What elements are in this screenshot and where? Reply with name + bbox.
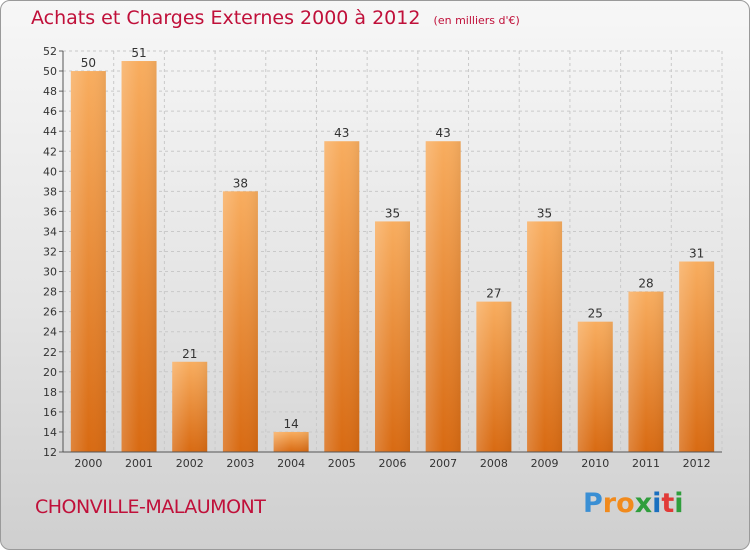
x-tick-label: 2001 xyxy=(125,457,153,470)
x-tick-label: 2008 xyxy=(480,457,508,470)
logo-letter: i xyxy=(652,488,662,519)
bars: 50 51 21 38 14 43 35 43 27 35 25 28 31 xyxy=(70,46,715,453)
y-tick-label: 42 xyxy=(43,145,57,158)
y-tick-label: 48 xyxy=(43,85,57,98)
x-tick-label: 2009 xyxy=(531,457,559,470)
bar-shade xyxy=(70,71,106,453)
bar-value-label: 27 xyxy=(486,287,501,301)
x-tick-label: 2006 xyxy=(379,457,407,470)
x-tick-label: 2010 xyxy=(581,457,609,470)
y-tick-label: 44 xyxy=(43,125,57,138)
bar-value-label: 25 xyxy=(588,307,603,321)
bar-shade xyxy=(628,291,664,452)
y-tick-label: 32 xyxy=(43,246,57,259)
bar-shade xyxy=(425,141,461,452)
y-tick-label: 30 xyxy=(43,266,57,279)
bar-shade xyxy=(172,361,208,452)
bar-value-label: 38 xyxy=(233,176,248,190)
logo-letter: r xyxy=(602,488,617,519)
y-tick-label: 28 xyxy=(43,286,57,299)
x-tick-label: 2004 xyxy=(277,457,305,470)
bar-shade xyxy=(679,261,715,452)
y-tick-label: 26 xyxy=(43,306,57,319)
chart-title-text: Achats et Charges Externes 2000 à 2012 xyxy=(31,7,421,29)
y-tick-label: 38 xyxy=(43,185,57,198)
x-tick-label: 2005 xyxy=(328,457,356,470)
y-tick-label: 16 xyxy=(43,406,57,419)
logo-letter: x xyxy=(634,488,653,519)
bar-value-label: 35 xyxy=(537,206,552,220)
y-tick-label: 46 xyxy=(43,105,57,118)
bar-value-label: 50 xyxy=(81,56,96,70)
logo-letter: t xyxy=(661,488,675,519)
x-tick-label: 2002 xyxy=(176,457,204,470)
bar-shade xyxy=(222,191,258,452)
y-tick-label: 12 xyxy=(43,446,57,459)
chart-title: Achats et Charges Externes 2000 à 2012 (… xyxy=(31,7,520,29)
y-tick-label: 20 xyxy=(43,366,57,379)
city-name: CHONVILLE-MALAUMONT xyxy=(35,496,266,518)
y-tick-label: 52 xyxy=(43,45,57,58)
x-tick-label: 2000 xyxy=(74,457,102,470)
y-tick-label: 40 xyxy=(43,165,57,178)
logo-letter: i xyxy=(674,488,684,519)
bar-shade xyxy=(324,141,360,452)
bar-shade xyxy=(476,301,512,452)
chart-unit-text: (en milliers d'€) xyxy=(433,14,520,27)
bar-value-label: 43 xyxy=(436,126,451,140)
y-tick-label: 14 xyxy=(43,426,57,439)
y-tick-label: 22 xyxy=(43,346,57,359)
x-tick-label: 2012 xyxy=(683,457,711,470)
y-tick-label: 18 xyxy=(43,386,57,399)
bar-value-label: 51 xyxy=(131,46,146,60)
bar-value-label: 31 xyxy=(689,247,704,261)
x-tick-label: 2007 xyxy=(429,457,457,470)
x-tick-label: 2011 xyxy=(632,457,660,470)
bar-value-label: 14 xyxy=(283,417,298,431)
bar-value-label: 21 xyxy=(182,347,197,361)
bar-value-label: 43 xyxy=(334,126,349,140)
y-tick-label: 34 xyxy=(43,225,57,238)
bar-shade xyxy=(527,221,563,452)
proxiti-logo: Proxiti xyxy=(583,488,684,519)
bar-shade xyxy=(577,321,613,452)
y-tick-label: 24 xyxy=(43,326,57,339)
bar-shade xyxy=(273,431,309,452)
bar-value-label: 28 xyxy=(638,277,653,291)
axes: 12 14 16 18 20 22 24 26 28 30 32 34 36 38 40 42 44 46 48 50… xyxy=(43,45,722,470)
logo-letter: o xyxy=(616,488,635,519)
y-tick-label: 36 xyxy=(43,205,57,218)
bar-shade xyxy=(375,221,410,452)
x-tick-label: 2003 xyxy=(226,457,254,470)
bar-shade xyxy=(121,61,157,453)
logo-letter: P xyxy=(583,488,603,519)
y-tick-label: 50 xyxy=(43,65,57,78)
bar-value-label: 35 xyxy=(385,206,400,220)
